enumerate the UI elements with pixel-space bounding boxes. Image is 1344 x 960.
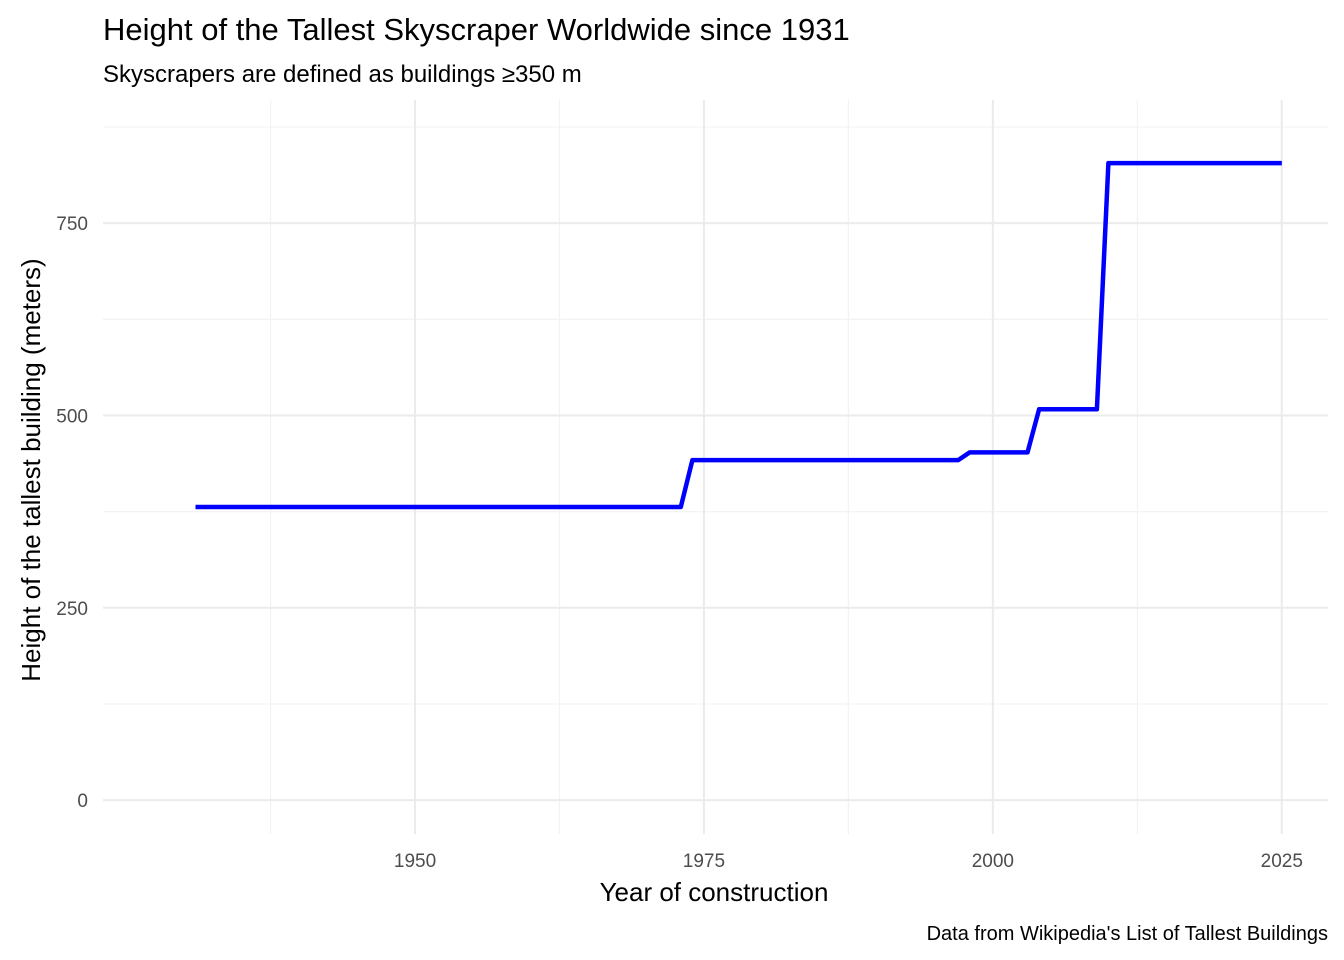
y-tick-label: 750 <box>56 214 88 235</box>
x-tick-label: 1975 <box>683 851 725 872</box>
series-line <box>195 160 1282 510</box>
grid-lines <box>103 100 1328 834</box>
x-tick-label: 1950 <box>394 851 436 872</box>
y-tick-label: 250 <box>56 599 88 620</box>
y-axis-title: Height of the tallest building (meters) <box>16 258 46 681</box>
x-tick-label: 2025 <box>1261 851 1303 872</box>
y-tick-label: 500 <box>56 406 88 427</box>
x-tick-label: 2000 <box>972 851 1014 872</box>
series-layer <box>195 160 1282 510</box>
chart-subtitle: Skyscrapers are defined as buildings ≥35… <box>103 61 582 88</box>
chart-title: Height of the Tallest Skyscraper Worldwi… <box>103 12 850 47</box>
tick-labels: 1950 1975 2000 2025 0 250 500 750 <box>56 214 1303 872</box>
y-tick-label: 0 <box>77 791 88 812</box>
chart-caption: Data from Wikipedia's List of Tallest Bu… <box>926 923 1328 945</box>
x-axis-title: Year of construction <box>600 877 829 907</box>
